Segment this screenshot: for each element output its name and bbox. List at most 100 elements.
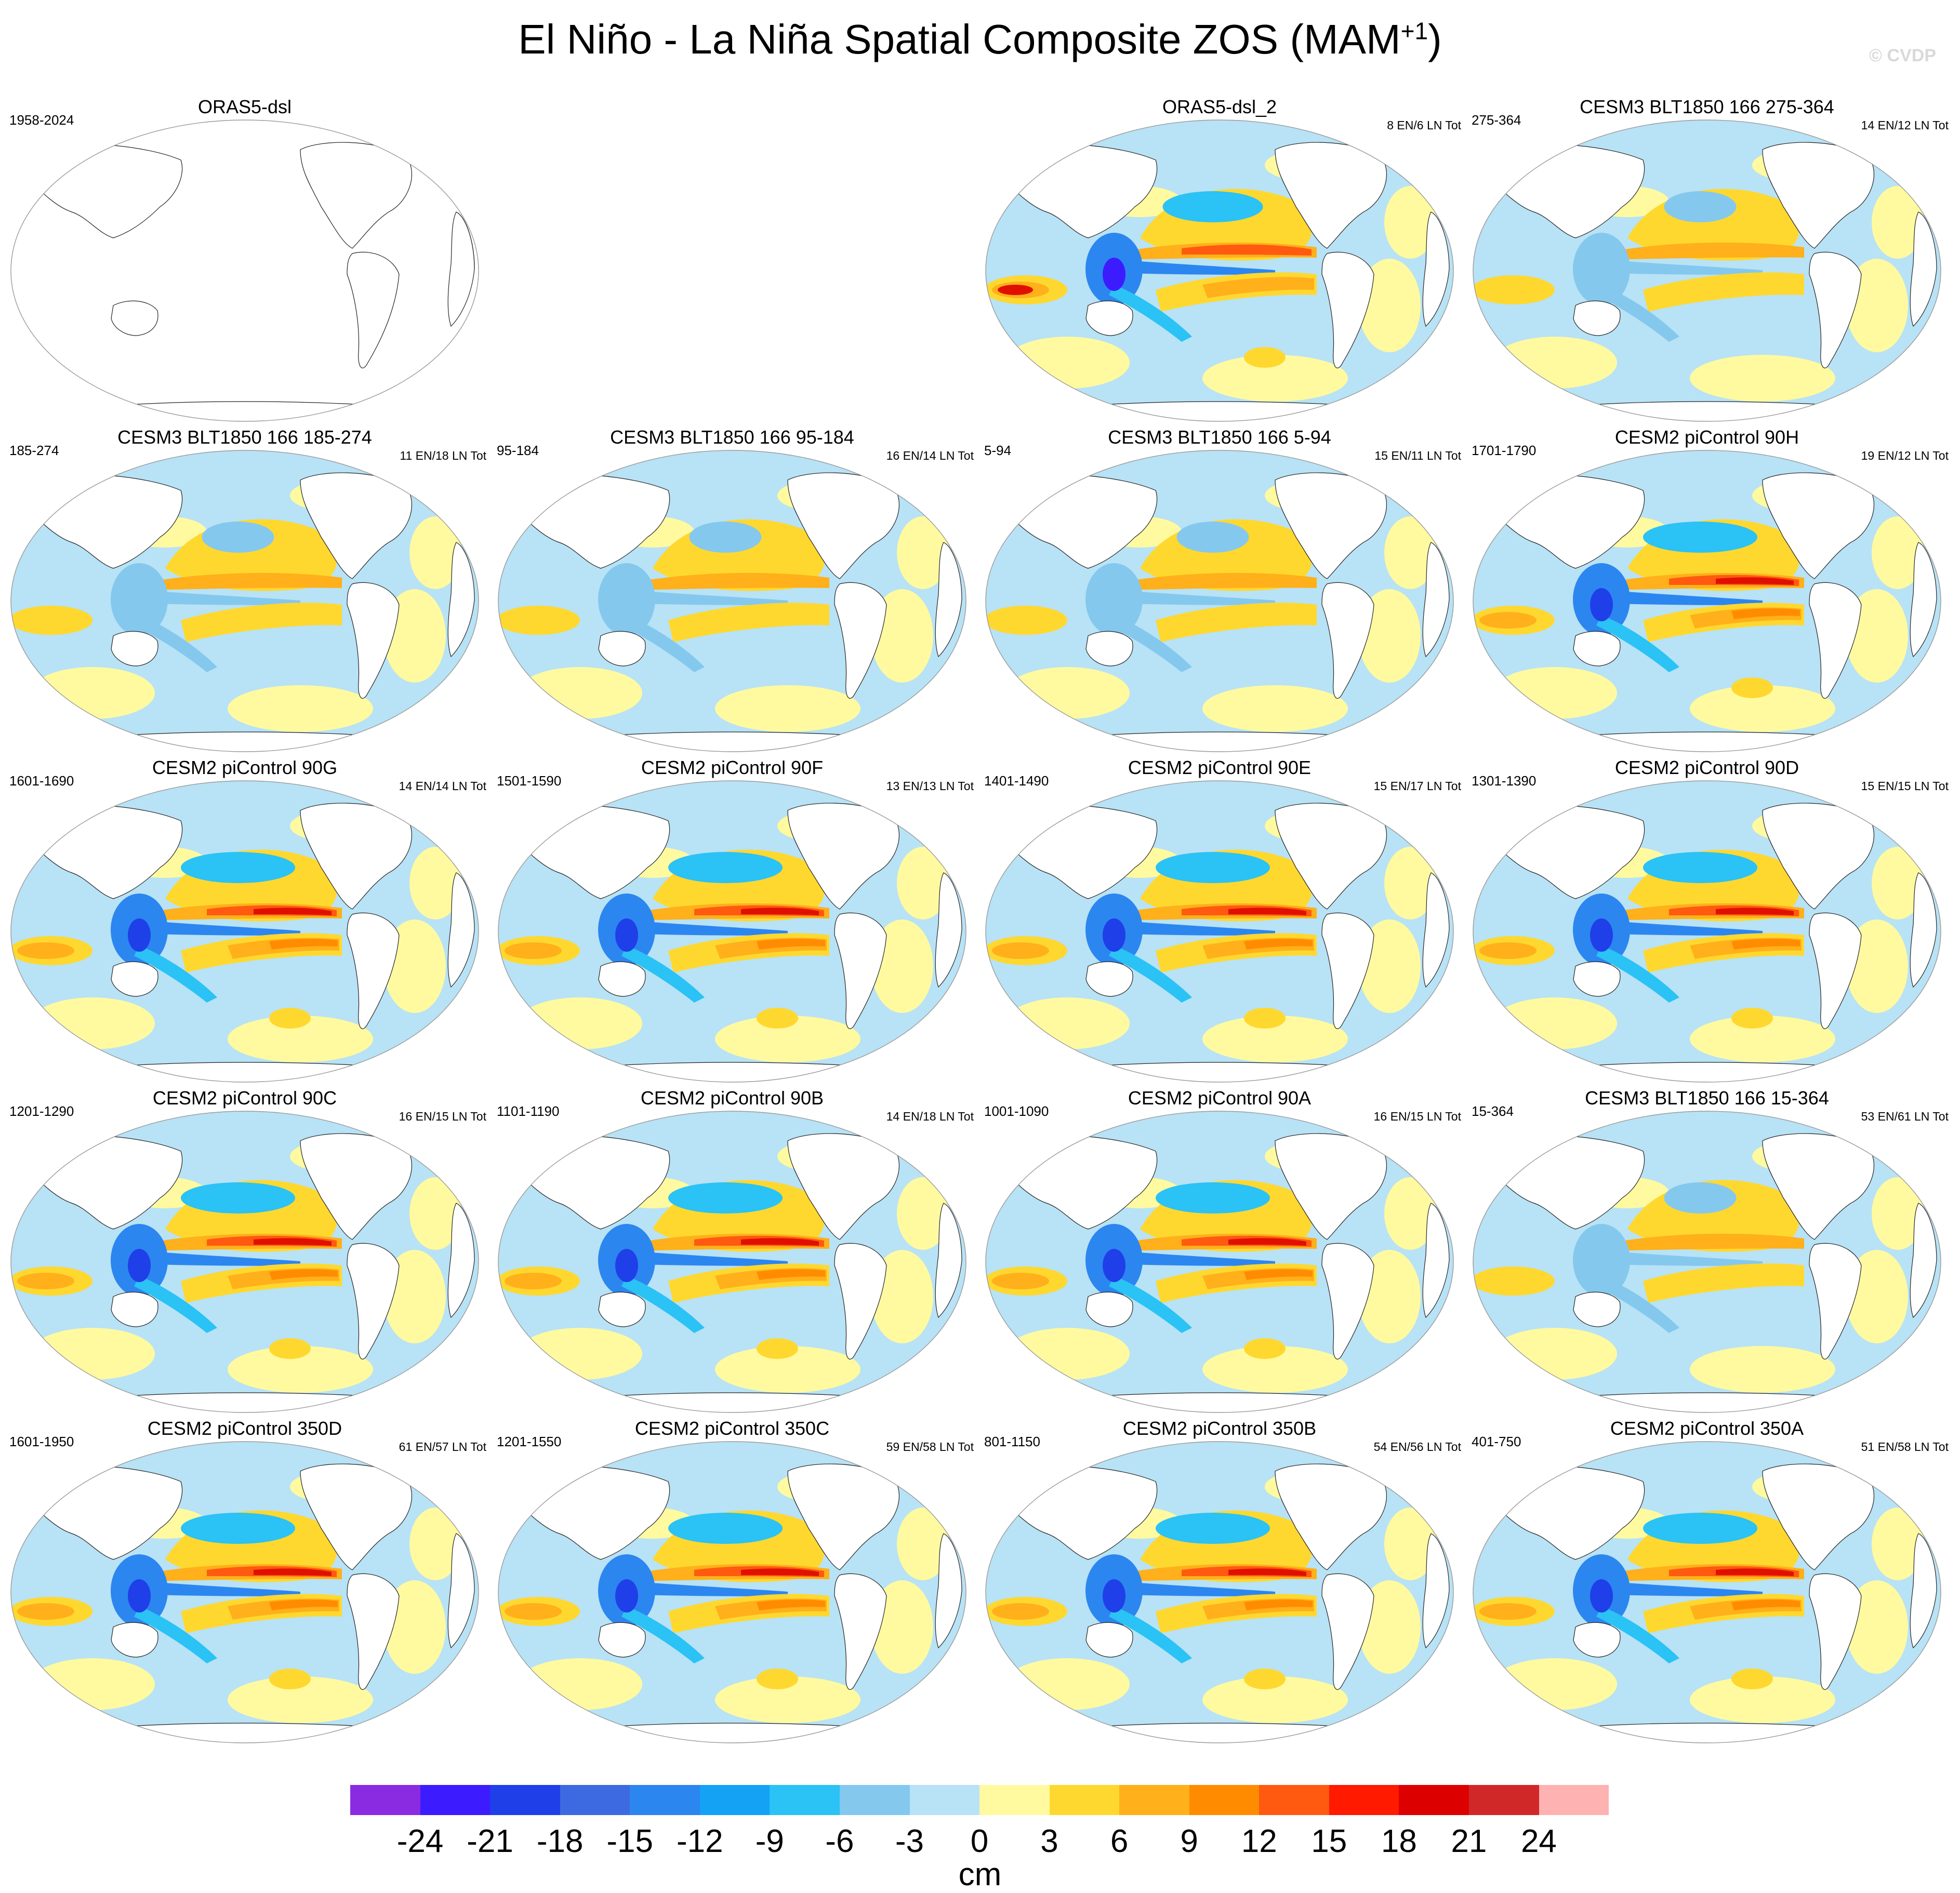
colorbar-tick-label: 0	[970, 1823, 989, 1859]
map-boundary	[498, 1111, 966, 1413]
australia-outline	[111, 961, 158, 997]
map-svg	[498, 450, 966, 752]
west-pacific-cold-core	[1103, 258, 1125, 291]
south-pacific-warm-blob	[757, 1008, 798, 1029]
warm-anomaly-patch	[30, 1328, 155, 1380]
northern-warm-band-peak	[741, 1238, 819, 1246]
map-plot	[9, 1440, 480, 1744]
north-pacific-cold-gyre	[202, 522, 274, 553]
northern-warm-band-peak	[1228, 908, 1306, 915]
antarctica-outline	[1533, 1723, 1888, 1743]
warm-anomaly-patch	[1872, 1177, 1924, 1250]
indian-ocean-anomaly	[498, 606, 580, 635]
map-svg	[985, 119, 1454, 422]
west-pacific-cold-core	[1590, 1579, 1613, 1612]
africa-outline	[1910, 872, 1937, 988]
warm-anomaly-patch	[715, 1016, 860, 1062]
northern-warm-band-core	[207, 575, 337, 586]
west-pacific-cold-core	[1103, 1249, 1125, 1282]
africa-outline	[447, 542, 475, 658]
australia-outline	[1085, 961, 1133, 997]
map-svg	[1473, 780, 1941, 1083]
southern-warm-band-peak	[1731, 939, 1800, 950]
map-panel: CESM2 piControl 90G 1601-1690 14 EN/14 LN …	[0, 757, 489, 1088]
west-pacific-cold-region	[1085, 563, 1143, 636]
australia-outline	[598, 1291, 646, 1327]
south-pacific-cold-band	[134, 1276, 217, 1333]
map-boundary	[10, 780, 479, 1083]
indian-ocean-anomaly	[986, 606, 1067, 635]
colorbar-tick-labels: -24 -21 -18 -15 -12 -9 -6 -3 0 3 6 9 12 15 18 21 24	[350, 1823, 1609, 1860]
panel-event-counts: 16 EN/14 LN Tot	[886, 449, 974, 462]
map-plot	[1472, 118, 1942, 423]
colorbar-tick-label: -15	[606, 1823, 654, 1859]
figure-title: El Niño - La Niña Spatial Composite ZOS …	[0, 15, 1960, 64]
warm-anomaly-patch	[1492, 667, 1617, 719]
map-panel: CESM2 piControl 90B 1101-1190 14 EN/18 LN …	[487, 1088, 977, 1418]
south-america-outline	[834, 1243, 887, 1359]
panel-title: CESM2 piControl 350C	[634, 1418, 830, 1439]
africa-outline	[1910, 1533, 1937, 1649]
map-svg	[10, 450, 479, 752]
north-pacific-cold-gyre	[668, 852, 783, 883]
southern-warm-band-peak	[1731, 608, 1800, 619]
panel-years: 1601-1690	[9, 773, 74, 789]
south-america-outline	[347, 251, 400, 368]
south-pacific-cold-band	[134, 945, 217, 1003]
ocean-field	[1473, 1442, 1941, 1743]
south-pacific-warm-blob	[1244, 1669, 1286, 1689]
northern-warm-band-core	[1669, 1235, 1799, 1247]
warm-anomaly-patch	[409, 516, 461, 589]
antarctica-outline	[1046, 1723, 1400, 1743]
south-america-outline	[1321, 1243, 1374, 1359]
map-svg	[498, 780, 966, 1083]
colorbar-tick-label: 15	[1311, 1823, 1347, 1859]
warm-anomaly-patch	[1384, 1177, 1436, 1250]
colorbar	[350, 1785, 1609, 1815]
australia-outline	[598, 631, 646, 666]
northern-warm-band-peak	[1716, 908, 1794, 915]
northern-warm-band-peak	[254, 1568, 332, 1576]
map-plot	[1472, 449, 1942, 753]
colorbar-swatch	[630, 1785, 700, 1815]
southern-warm-band-peak	[757, 939, 825, 950]
warm-anomaly-patch	[30, 1658, 155, 1710]
africa-outline	[1910, 542, 1937, 658]
africa-outline	[935, 1533, 962, 1649]
panel-years: 1201-1550	[497, 1434, 562, 1449]
warm-anomaly-patch	[1690, 1346, 1835, 1393]
australia-outline	[1573, 1291, 1621, 1327]
south-pacific-cold-band	[1596, 1276, 1679, 1333]
warm-anomaly-patch	[383, 1580, 446, 1674]
warm-anomaly-patch	[1005, 337, 1130, 389]
warm-anomaly-patch	[228, 1346, 373, 1393]
australia-outline	[111, 1622, 158, 1658]
antarctica-outline	[1046, 1062, 1400, 1082]
northern-warm-band-core	[1669, 244, 1799, 256]
southern-warm-band	[1643, 272, 1804, 312]
map-svg	[985, 1111, 1454, 1413]
colorbar-tick-label: 3	[1040, 1823, 1058, 1859]
colorbar-swatch	[1469, 1785, 1539, 1815]
warm-anomaly-patch	[1872, 516, 1924, 589]
map-svg	[10, 1111, 479, 1413]
colorbar-swatch	[490, 1785, 560, 1815]
north-pacific-cold-gyre	[1176, 522, 1249, 553]
map-svg	[985, 450, 1454, 752]
map-plot	[1472, 1440, 1942, 1744]
map-panel: CESM2 piControl 90C 1201-1290 16 EN/15 LN …	[0, 1088, 489, 1418]
panel-event-counts: 61 EN/57 LN Tot	[399, 1440, 486, 1454]
warm-anomaly-patch	[1384, 516, 1436, 589]
north-pacific-cold-gyre	[181, 1182, 295, 1214]
map-boundary	[985, 1441, 1454, 1743]
warm-anomaly-patch	[228, 1676, 373, 1723]
map-plot	[1472, 1110, 1942, 1414]
map-boundary	[1473, 780, 1941, 1083]
map-panel: CESM2 piControl 90E 1401-1490 15 EN/17 LN …	[975, 757, 1464, 1088]
antarctica-outline	[1533, 731, 1888, 752]
africa-outline	[447, 211, 475, 327]
map-plot	[984, 118, 1455, 423]
panel-title: ORAS5-dsl_2	[1162, 96, 1277, 117]
australia-outline	[1085, 1291, 1133, 1327]
west-pacific-cold-region	[1573, 1224, 1630, 1297]
